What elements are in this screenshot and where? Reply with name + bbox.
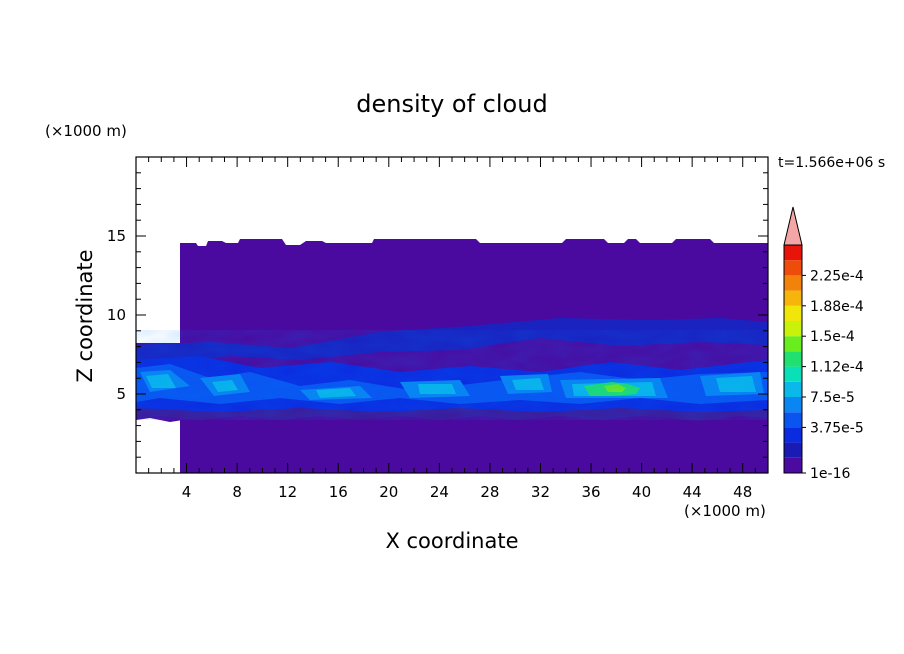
x-tick-label: 20 [379,483,398,501]
colorbar-extend-arrow [783,206,803,246]
colorbar-swatch [784,336,802,352]
x-tick-label: 32 [531,483,550,501]
x-tick-label: 28 [480,483,499,501]
y-unit-label: (×1000 m) [45,122,127,140]
colorbar-swatch [784,412,802,428]
colorbar-label: 1.88e-4 [810,299,864,315]
colorbar-swatch [784,366,802,382]
x-tick-label: 12 [278,483,297,501]
colorbar-swatch [784,442,802,458]
chart-title: density of cloud [356,90,547,118]
colorbar-swatch [784,381,802,397]
x-tick-label: 48 [733,483,752,501]
x-unit-label: (×1000 m) [684,502,766,520]
y-axis-ticks: 5 10 15 [107,172,768,458]
colorbar-label: 1.12e-4 [810,360,864,376]
time-label: t=1.566e+06 s [778,155,885,171]
x-tick-label: 24 [430,483,449,501]
x-tick-label: 16 [329,483,348,501]
x-tick-label: 40 [632,483,651,501]
colorbar: 2.25e-4 1.88e-4 1.5e-4 1.12e-4 7.5e-5 3.75e-5… [783,206,864,482]
x-tick-label: 36 [581,483,600,501]
x-tick-label: 8 [232,483,242,501]
colorbar-label: 1.5e-4 [810,329,855,345]
colorbar-swatch [784,260,802,276]
colorbar-swatch [784,397,802,413]
heatmap-field [136,239,768,473]
colorbar-swatch [784,457,802,473]
colorbar-label: 1e-16 [810,466,850,482]
colorbar-swatch [784,305,802,321]
x-tick-label: 4 [182,483,192,501]
x-axis-ticks: 4 8 12 16 20 24 28 32 36 40 44 48 [148,157,756,501]
colorbar-swatch [784,321,802,337]
colorbar-swatch [784,245,802,261]
colorbar-swatch [784,275,802,291]
y-axis-label: Z coordinate [73,249,97,382]
colorbar-swatch [784,427,802,443]
colorbar-label: 2.25e-4 [810,268,864,284]
x-tick-label: 44 [683,483,702,501]
y-tick-label: 5 [116,385,126,403]
y-tick-label: 15 [107,227,126,245]
colorbar-label: 7.5e-5 [810,390,855,406]
y-tick-label: 10 [107,306,126,324]
colorbar-swatch [784,290,802,306]
colorbar-swatch [784,351,802,367]
colorbar-label: 3.75e-5 [810,420,864,436]
x-axis-label: X coordinate [385,529,518,553]
